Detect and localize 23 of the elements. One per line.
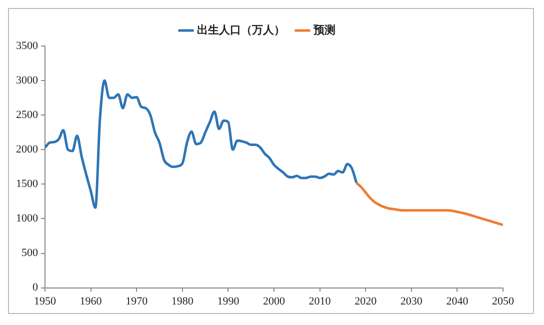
y-tick-label: 2000 bbox=[16, 144, 38, 156]
x-tick-label: 2000 bbox=[263, 295, 286, 308]
line-series bbox=[355, 182, 503, 226]
y-tick-label: 3500 bbox=[16, 40, 38, 52]
y-tick-label: 500 bbox=[22, 247, 38, 260]
legend-label: 预测 bbox=[312, 23, 336, 36]
x-tick-label: 1960 bbox=[80, 295, 102, 308]
x-tick-label: 2030 bbox=[400, 295, 423, 308]
y-tick-label: 2500 bbox=[16, 108, 38, 121]
x-tick-label: 1970 bbox=[126, 295, 148, 308]
y-tick-label: 1000 bbox=[16, 212, 38, 225]
x-tick-label: 1990 bbox=[217, 295, 240, 308]
x-tick-label: 2040 bbox=[446, 295, 469, 308]
x-tick-label: 2010 bbox=[308, 295, 332, 308]
y-tick-label: 0 bbox=[32, 282, 38, 294]
x-tick-label: 2050 bbox=[492, 295, 514, 308]
x-tick-label: 1980 bbox=[171, 295, 194, 308]
y-tick-label: 1500 bbox=[16, 178, 38, 190]
line-series bbox=[45, 79, 358, 209]
legend-label: 出生人口（万人） bbox=[197, 23, 285, 36]
x-tick-label: 2020 bbox=[354, 295, 378, 308]
x-tick-label: 1950 bbox=[34, 295, 56, 308]
y-tick-label: 3000 bbox=[16, 74, 38, 86]
